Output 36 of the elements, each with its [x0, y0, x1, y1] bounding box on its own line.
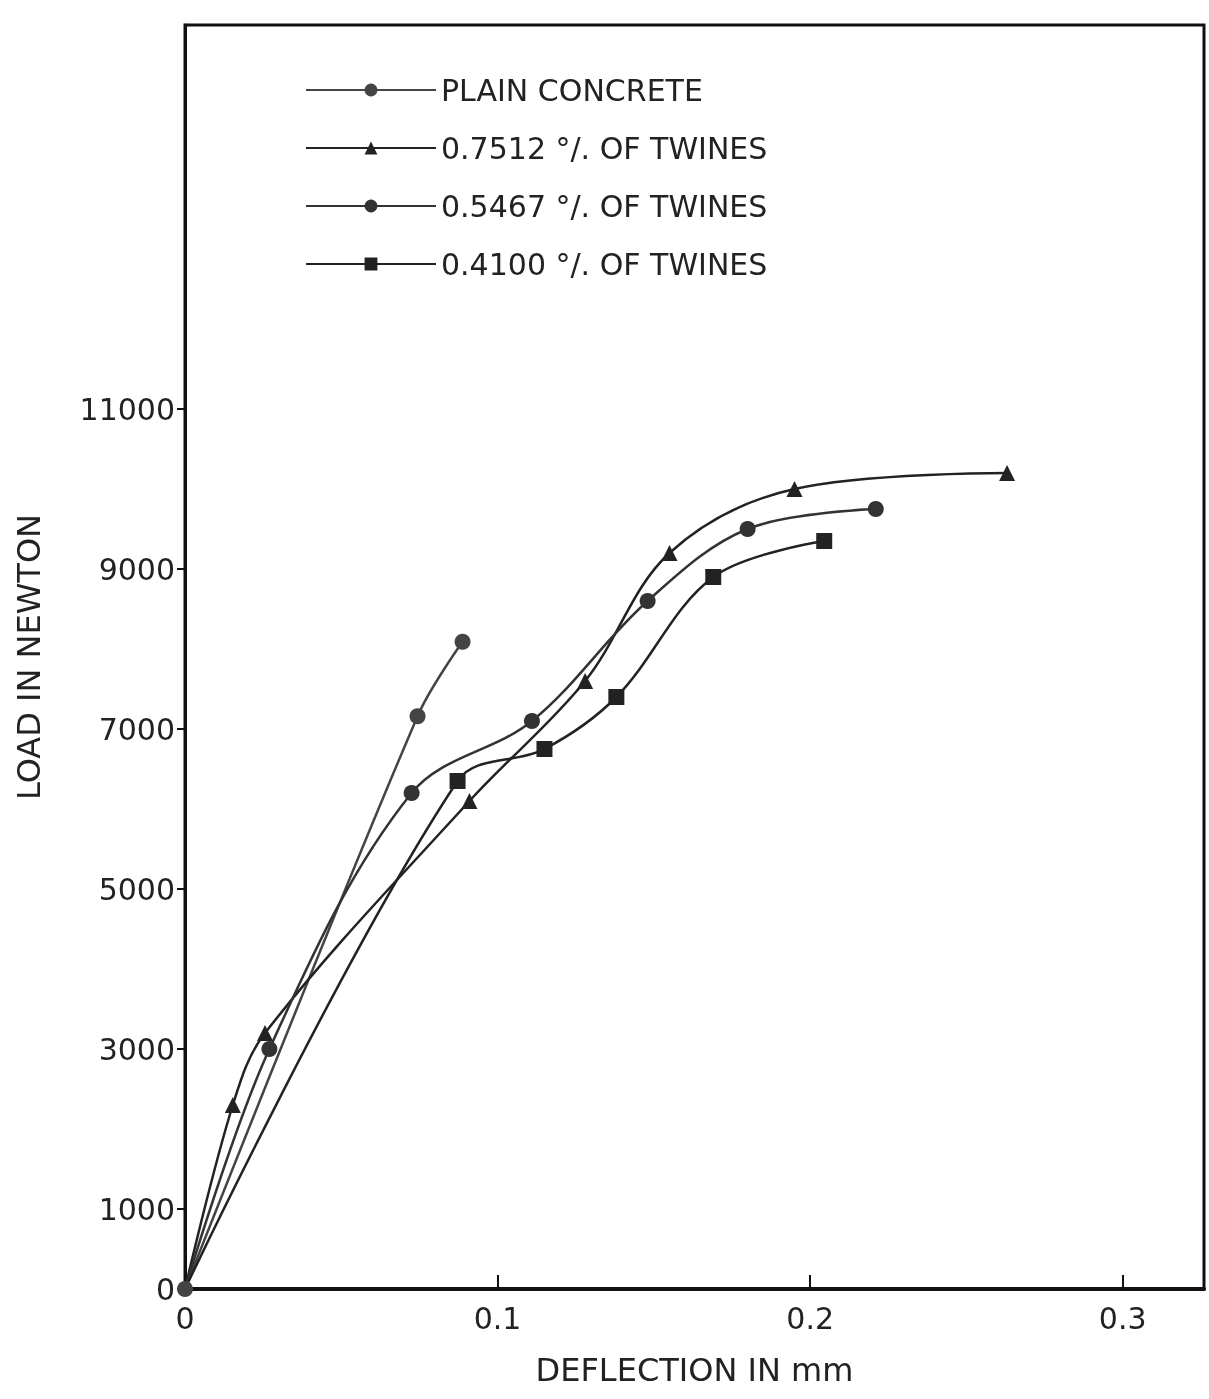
x-axis-title: DEFLECTION IN mm	[535, 1351, 854, 1389]
point	[536, 741, 553, 757]
point	[461, 793, 478, 809]
y-axis-title: LOAD IN NEWTON	[10, 513, 48, 801]
point	[577, 673, 594, 689]
legend-label: 0.4100 °/. OF TWINES	[441, 246, 768, 282]
point	[661, 545, 678, 561]
point	[224, 1097, 241, 1113]
x-tick-label: 0.3	[1098, 1300, 1147, 1336]
point	[739, 521, 756, 537]
point	[257, 1025, 274, 1041]
point	[816, 533, 833, 549]
y-tick-label: 1000	[98, 1191, 175, 1227]
point	[705, 569, 722, 585]
point	[608, 689, 625, 705]
point	[786, 481, 803, 497]
point	[523, 713, 540, 729]
y-tick-label: 5000	[98, 871, 175, 907]
x-tick-label: 0.1	[473, 1300, 522, 1336]
point	[867, 501, 884, 517]
legend-label: 0.5467 °/. OF TWINES	[441, 188, 768, 224]
point	[454, 633, 471, 650]
legend-label: PLAIN CONCRETE	[441, 72, 703, 108]
point	[409, 708, 426, 725]
legend-label: 0.7512 °/. OF TWINES	[441, 130, 768, 166]
y-tick-label: 9000	[98, 551, 175, 587]
y-tick-label: 7000	[98, 711, 175, 747]
point	[449, 773, 466, 789]
point	[403, 785, 420, 801]
y-tick-label: 0	[155, 1271, 175, 1307]
point	[639, 593, 656, 609]
y-tick-label: 11000	[79, 391, 175, 427]
x-tick-label: 0.2	[786, 1300, 835, 1336]
point	[999, 465, 1016, 481]
y-tick-label: 3000	[98, 1031, 175, 1067]
point	[261, 1041, 278, 1057]
